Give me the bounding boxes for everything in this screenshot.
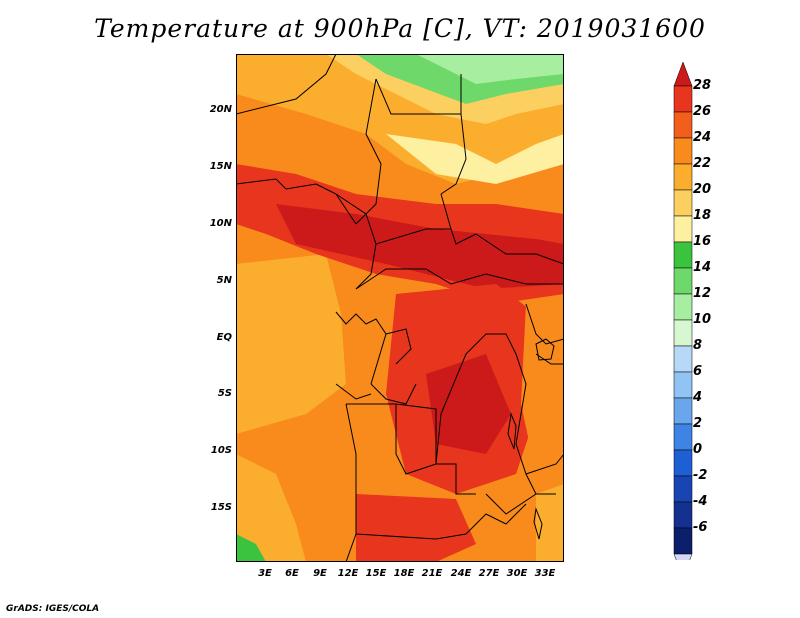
colorbar-segment — [673, 111, 693, 139]
colorbar-segment — [673, 371, 693, 399]
colorbar-label: 14 — [693, 260, 712, 275]
lat-label-10s: 10S — [210, 445, 232, 456]
country-borders — [236, 54, 564, 562]
credit-text: GrADS: IGES/COLA — [6, 604, 100, 614]
colorbar-segment — [673, 163, 693, 191]
colorbar-label: 16 — [693, 234, 712, 249]
colorbar-segment — [673, 449, 693, 477]
lat-label-20n: 20N — [209, 104, 232, 115]
lon-label-18e: 18E — [393, 568, 415, 579]
colorbar-label: 6 — [693, 364, 703, 379]
colorbar-segment — [673, 189, 693, 217]
lon-label-24e: 24E — [450, 568, 472, 579]
lon-label-27e: 27E — [478, 568, 500, 579]
colorbar-label: 24 — [693, 130, 712, 145]
colorbar-segment — [673, 475, 693, 503]
lat-label-5s: 5S — [217, 388, 232, 399]
colorbar-label: 2 — [693, 416, 703, 431]
colorbar-label: 22 — [693, 156, 712, 171]
field-hot-congo-core — [426, 354, 511, 454]
colorbar-label: 12 — [693, 286, 712, 301]
colorbar-segment — [673, 345, 693, 373]
colorbar-segment — [673, 501, 693, 529]
colorbar-label: -2 — [693, 468, 708, 483]
lon-label-3e: 3E — [258, 568, 272, 579]
colorbar-segment — [673, 137, 693, 165]
colorbar-label: 8 — [693, 338, 703, 353]
lon-label-12e: 12E — [337, 568, 359, 579]
field-east-south — [536, 484, 564, 562]
lon-label-33e: 33E — [534, 568, 556, 579]
lon-label-15e: 15E — [365, 568, 387, 579]
colorbar-segment — [673, 397, 693, 425]
colorbar-label: 20 — [693, 182, 712, 197]
field-light-green — [416, 54, 564, 84]
field-east-highlands — [521, 294, 564, 474]
colorbar-label: -6 — [693, 520, 708, 535]
colorbar-label: 18 — [693, 208, 712, 223]
colorbar — [673, 61, 693, 560]
colorbar-label: 10 — [693, 312, 712, 327]
colorbar-bottom-triangle — [673, 553, 693, 560]
colorbar-segment — [673, 85, 693, 113]
field-cool-coast — [236, 534, 266, 562]
colorbar-segment — [673, 293, 693, 321]
colorbar-label: 0 — [693, 442, 703, 457]
colorbar-label: 4 — [693, 390, 703, 405]
colorbar-label: -4 — [693, 494, 708, 509]
colorbar-top-triangle — [673, 61, 693, 87]
lon-label-6e: 6E — [285, 568, 299, 579]
colorbar-label: 28 — [693, 78, 712, 93]
colorbar-segment — [673, 527, 693, 555]
lat-label-15n: 15N — [209, 161, 232, 172]
map-frame — [236, 54, 564, 562]
lon-label-30e: 30E — [506, 568, 528, 579]
colorbar-segment — [673, 319, 693, 347]
lat-label-5n: 5N — [216, 275, 232, 286]
colorbar-segment — [673, 423, 693, 451]
lat-label-eq: EQ — [216, 332, 232, 343]
colorbar-label: 26 — [693, 104, 712, 119]
lat-label-10n: 10N — [209, 218, 232, 229]
lon-label-9e: 9E — [313, 568, 327, 579]
lake-outlines — [507, 338, 555, 540]
map-svg — [236, 54, 564, 562]
field-18c-band — [386, 134, 564, 184]
lon-label-21e: 21E — [421, 568, 443, 579]
field-22c-west — [236, 254, 346, 434]
colorbar-segment — [673, 241, 693, 269]
temperature-map — [236, 54, 564, 562]
colorbar-segment — [673, 215, 693, 243]
field-28c-south — [356, 494, 476, 562]
lat-label-15s: 15S — [210, 502, 232, 513]
field-22c-southwest — [236, 454, 306, 562]
chart-title: Temperature at 900hPa [C], VT: 201903160… — [94, 14, 706, 43]
field-hot-core — [276, 204, 564, 289]
colorbar-segment — [673, 267, 693, 295]
